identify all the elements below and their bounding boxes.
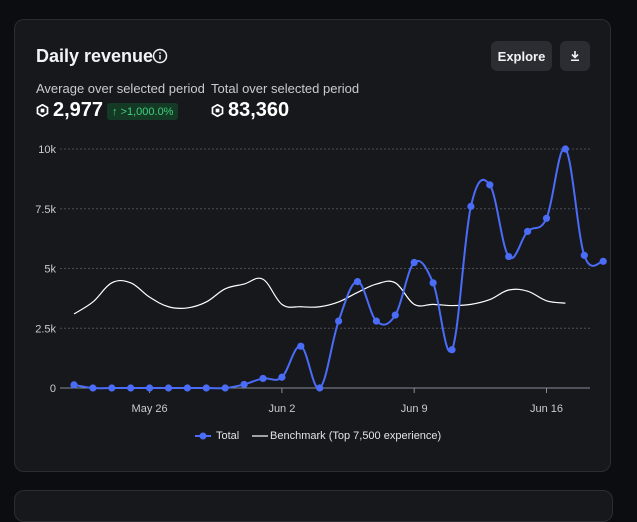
series-total-point [164,384,173,392]
average-value: 2,977 [53,99,104,121]
series-total-point [467,202,475,210]
revenue-chart: 0 2.5k 5k 7.5k 10k May 26 Jun 2 Jun 9 Jun 16 [35,144,607,415]
legend-total-swatch [195,432,211,440]
series-total-point [353,278,362,286]
series-benchmark-line [73,277,566,315]
x-tick-label: Jun 9 [401,403,428,415]
series-total-point [561,145,570,153]
series-total-point [108,384,116,392]
series-total-point [202,384,210,392]
average-value-container: 2,977 [36,99,103,122]
average-label: Average over selected period [36,81,205,96]
series-total-point [146,384,154,392]
next-card [14,490,613,522]
total-label: Total over selected period [211,81,360,96]
series-total-point [259,374,267,383]
series-total-point [278,373,286,381]
series-total-point [524,227,532,236]
series-total-point [183,384,191,392]
legend-benchmark-label: Benchmark (Top 7,500 experience) [270,430,442,442]
download-icon [571,51,579,61]
legend-benchmark-swatch [252,435,268,437]
series-total-point [599,257,607,265]
legend-total[interactable]: Total [195,430,239,442]
series-total-point [372,317,380,325]
legend-total-label: Total [216,430,240,442]
series-total-point [448,346,456,354]
y-tick-label: 0 [50,383,56,395]
series-total-point [580,251,588,259]
robux-icon [36,104,49,117]
x-tick-label: Jun 2 [268,403,295,415]
series-total-point [89,384,97,392]
total-value-container: 83,360 [211,99,289,122]
series-total-point [505,252,513,261]
series-total-point [240,380,248,389]
series-total-point [410,258,418,267]
change-badge: ↑ >1,000.0% [107,103,179,120]
daily-revenue-card: Daily revenue Explore Average over selec… [14,19,611,472]
series-total-point [542,214,551,222]
series-total-point [391,311,399,319]
series-total-point [127,384,135,392]
info-icon[interactable] [152,48,168,64]
y-tick-label: 10k [38,144,56,156]
x-tick-label: Jun 16 [530,403,563,415]
download-button[interactable] [560,41,590,71]
robux-icon [211,104,224,117]
total-value: 83,360 [228,99,290,121]
series-total-point [429,279,437,287]
series-total-point [316,384,324,392]
series-total-point [221,384,229,392]
y-tick-label: 5k [44,264,56,276]
series-total-point [486,181,494,189]
x-tick-label: May 26 [132,403,168,415]
legend-benchmark[interactable]: Benchmark (Top 7,500 experience) [252,430,441,442]
y-tick-label: 2.5k [35,323,56,335]
explore-button[interactable]: Explore [491,41,552,71]
y-tick-label: 7.5k [35,204,56,216]
series-total-point [70,381,78,389]
series-total-point [335,317,343,325]
card-title: Daily revenue [36,46,154,66]
series-total-point [297,342,305,350]
